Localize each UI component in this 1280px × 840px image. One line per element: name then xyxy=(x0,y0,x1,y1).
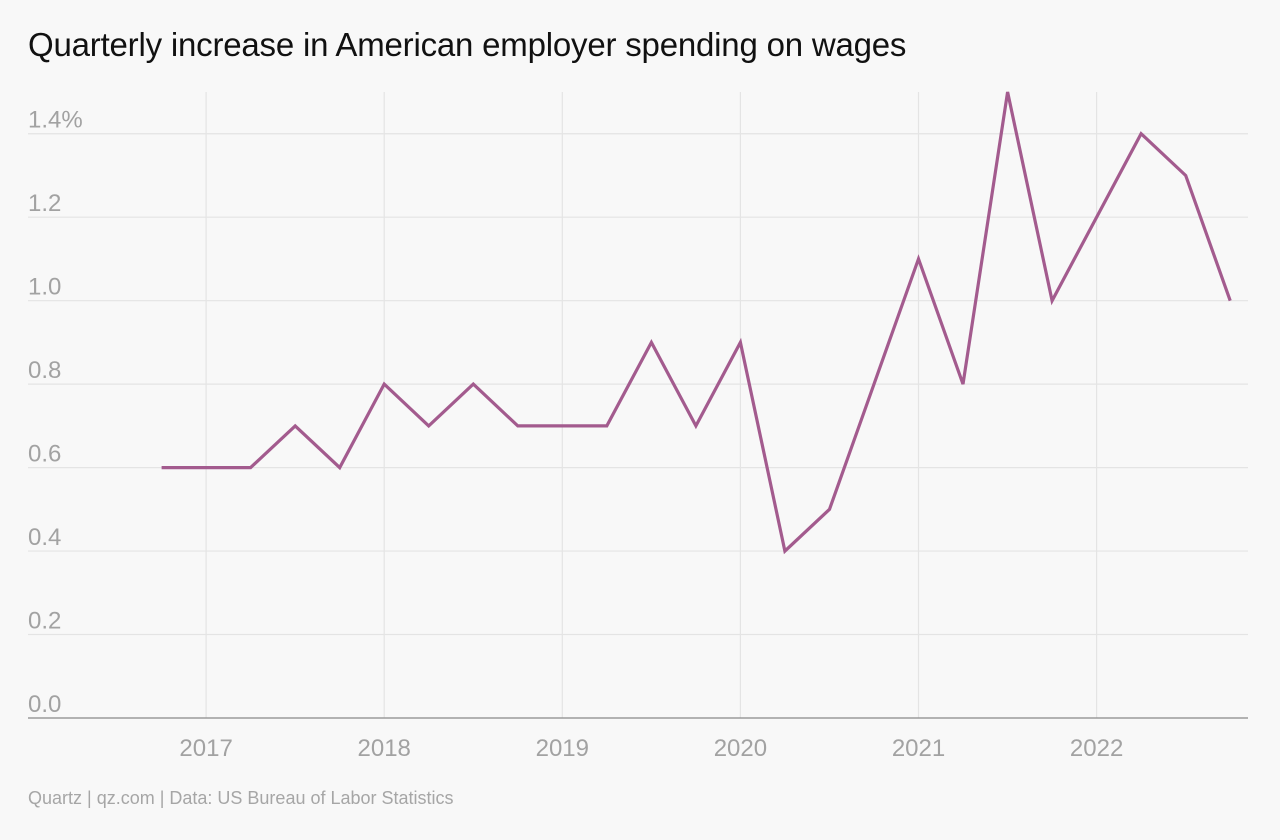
x-tick-label: 2021 xyxy=(892,735,945,762)
x-tick-label: 2017 xyxy=(179,735,232,762)
line-chart: 0.00.20.40.60.81.01.21.4% 2017 2018 2019 20… xyxy=(28,91,1248,762)
chart-title: Quarterly increase in American employer … xyxy=(28,26,907,63)
y-tick-label: 0.8 xyxy=(28,357,61,384)
x-tick-label: 2019 xyxy=(536,735,589,762)
y-tick-label: 1.4% xyxy=(28,107,83,134)
x-tick-label: 2018 xyxy=(358,735,411,762)
series-line xyxy=(161,91,1232,555)
y-tick-label: 0.6 xyxy=(28,441,61,468)
y-tick-label: 0.0 xyxy=(28,691,61,718)
y-tick-labels: 0.0 0.2 0.4 0.6 0.8 1.0 1.2 1.4% xyxy=(28,107,83,718)
source-credit: Quartz | qz.com | Data: US Bureau of Lab… xyxy=(28,788,454,808)
data-series xyxy=(161,91,1232,555)
y-tick-label: 0.2 xyxy=(28,608,61,635)
y-tick-label: 1.2 xyxy=(28,190,61,217)
x-tick-labels: 2017 2018 2019 2020 2021 2022 xyxy=(179,735,1123,762)
grid-lines xyxy=(28,92,1248,718)
x-tick-label: 2020 xyxy=(714,735,767,762)
y-tick-label: 1.0 xyxy=(28,274,61,301)
x-tick-label: 2022 xyxy=(1070,735,1123,762)
y-tick-label: 0.4 xyxy=(28,524,61,551)
